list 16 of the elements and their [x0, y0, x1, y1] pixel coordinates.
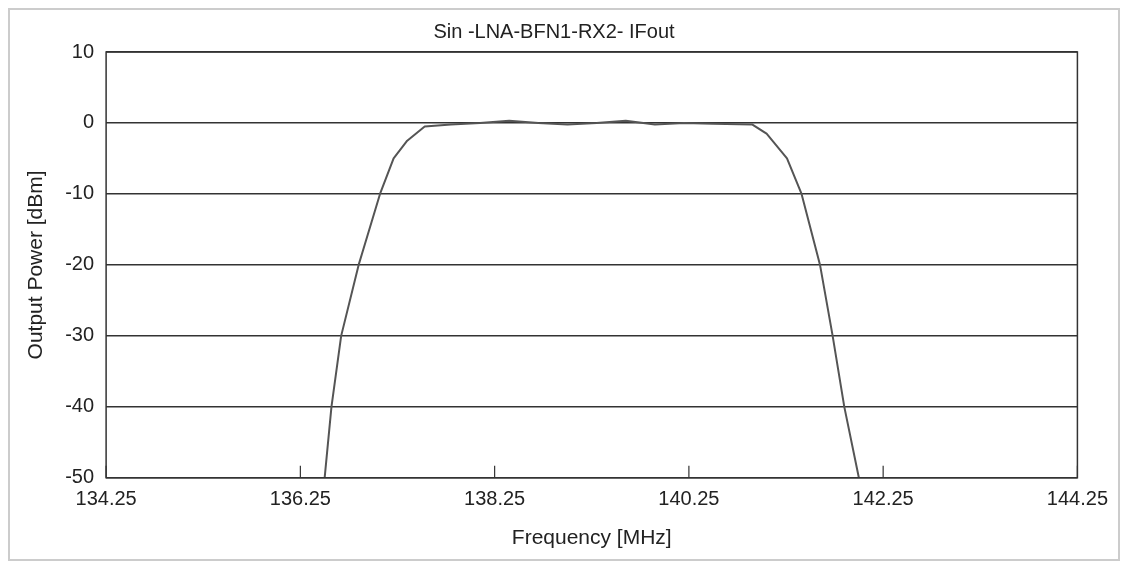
x-tick-label: 144.25 — [1046, 487, 1108, 510]
x-tick-label: 134.25 — [75, 487, 137, 510]
y-tick-label: 0 — [82, 110, 95, 133]
y-tick-label: -10 — [65, 181, 95, 204]
y-tick-label: -30 — [65, 323, 95, 346]
x-tick-label: 136.25 — [269, 487, 331, 510]
y-tick-label: 10 — [71, 39, 95, 62]
x-axis-title: Frequency [MHz] — [511, 525, 672, 549]
y-tick-label: -40 — [65, 394, 95, 417]
x-tick-label: 142.25 — [852, 487, 914, 510]
x-tick-label: 140.25 — [658, 487, 720, 510]
y-axis-title: Output Power [dBm] — [23, 170, 47, 360]
chart-title: Sin -LNA-BFN1-RX2- IFout — [433, 19, 676, 42]
y-tick-label: -50 — [65, 465, 95, 488]
y-tick-label: -20 — [65, 252, 95, 275]
x-tick-label: 138.25 — [464, 487, 526, 510]
